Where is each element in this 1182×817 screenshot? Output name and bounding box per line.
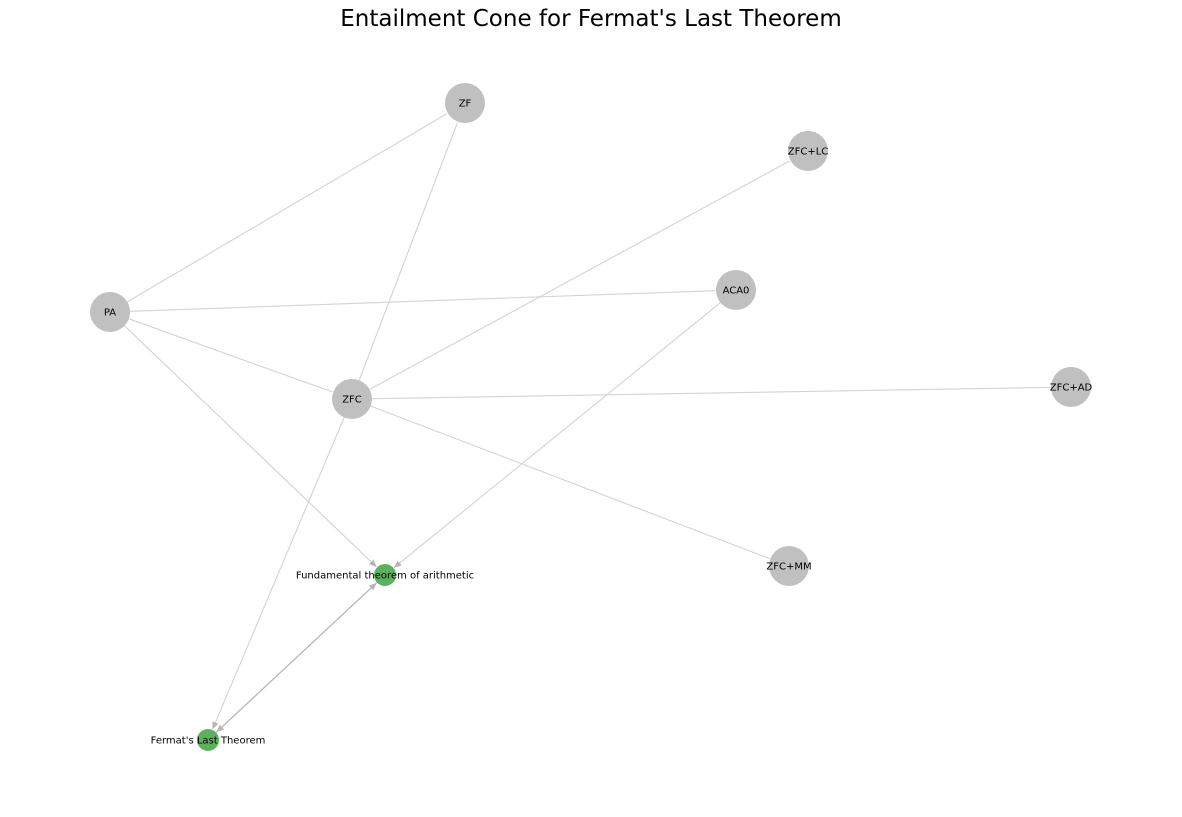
node-label-zfc-lc: ZFC+LC (788, 147, 829, 158)
node-label-aca0: ACA0 (723, 286, 750, 297)
nodes-layer: ZF ZFC+LC PA ACA0 ZFC ZFC+AD ZFC+MM Fundamental… (90, 83, 1093, 751)
node-circle-zfc (332, 379, 372, 419)
node-zfc-mm: ZFC+MM (766, 546, 812, 586)
node-zf: ZF (445, 83, 485, 123)
node-zfc-ad: ZFC+AD (1050, 367, 1093, 407)
edge-flt-to-fta (215, 582, 377, 733)
node-label-zfc-mm: ZFC+MM (766, 562, 811, 573)
node-circle-fta (374, 564, 396, 586)
edge-zfc-to-flt (212, 417, 345, 730)
node-pa: PA (90, 292, 130, 332)
node-circle-zfc-mm (769, 546, 809, 586)
edge-pa-to-fta (124, 325, 377, 568)
edge-zfc-to-zfc-ad (371, 386, 1051, 400)
node-label-flt: Fermat's Last Theorem (151, 736, 266, 747)
diagram-title: Entailment Cone for Fermat's Last Theore… (340, 6, 842, 32)
node-label-zfc: ZFC (342, 395, 362, 406)
node-fta: Fundamental theorem of arithmetic (296, 564, 474, 586)
node-circle-aca0 (716, 270, 756, 310)
edge-zfc-to-zfc-mm (370, 405, 770, 560)
edge-aca0-to-fta (393, 302, 721, 568)
node-zfc-lc: ZFC+LC (788, 131, 829, 171)
edges-layer (124, 113, 1051, 733)
node-label-fta: Fundamental theorem of arithmetic (296, 571, 474, 582)
node-label-pa: PA (104, 308, 116, 319)
node-circle-zfc-ad (1051, 367, 1091, 407)
node-label-zf: ZF (459, 99, 472, 110)
node-label-zfc-ad: ZFC+AD (1050, 383, 1093, 394)
node-circle-zf (445, 83, 485, 123)
edge-zfc-to-zf (358, 122, 459, 381)
node-circle-zfc-lc (788, 131, 828, 171)
node-zfc: ZFC (332, 379, 372, 419)
edge-zfc-to-zfc-lc (369, 160, 790, 390)
node-circle-flt (197, 729, 219, 751)
edge-pa-to-zfc (128, 318, 333, 393)
node-flt: Fermat's Last Theorem (151, 729, 266, 751)
node-aca0: ACA0 (716, 270, 756, 310)
edge-pa-to-aca0 (129, 290, 716, 312)
edge-pa-to-zf (126, 113, 448, 303)
node-circle-pa (90, 292, 130, 332)
